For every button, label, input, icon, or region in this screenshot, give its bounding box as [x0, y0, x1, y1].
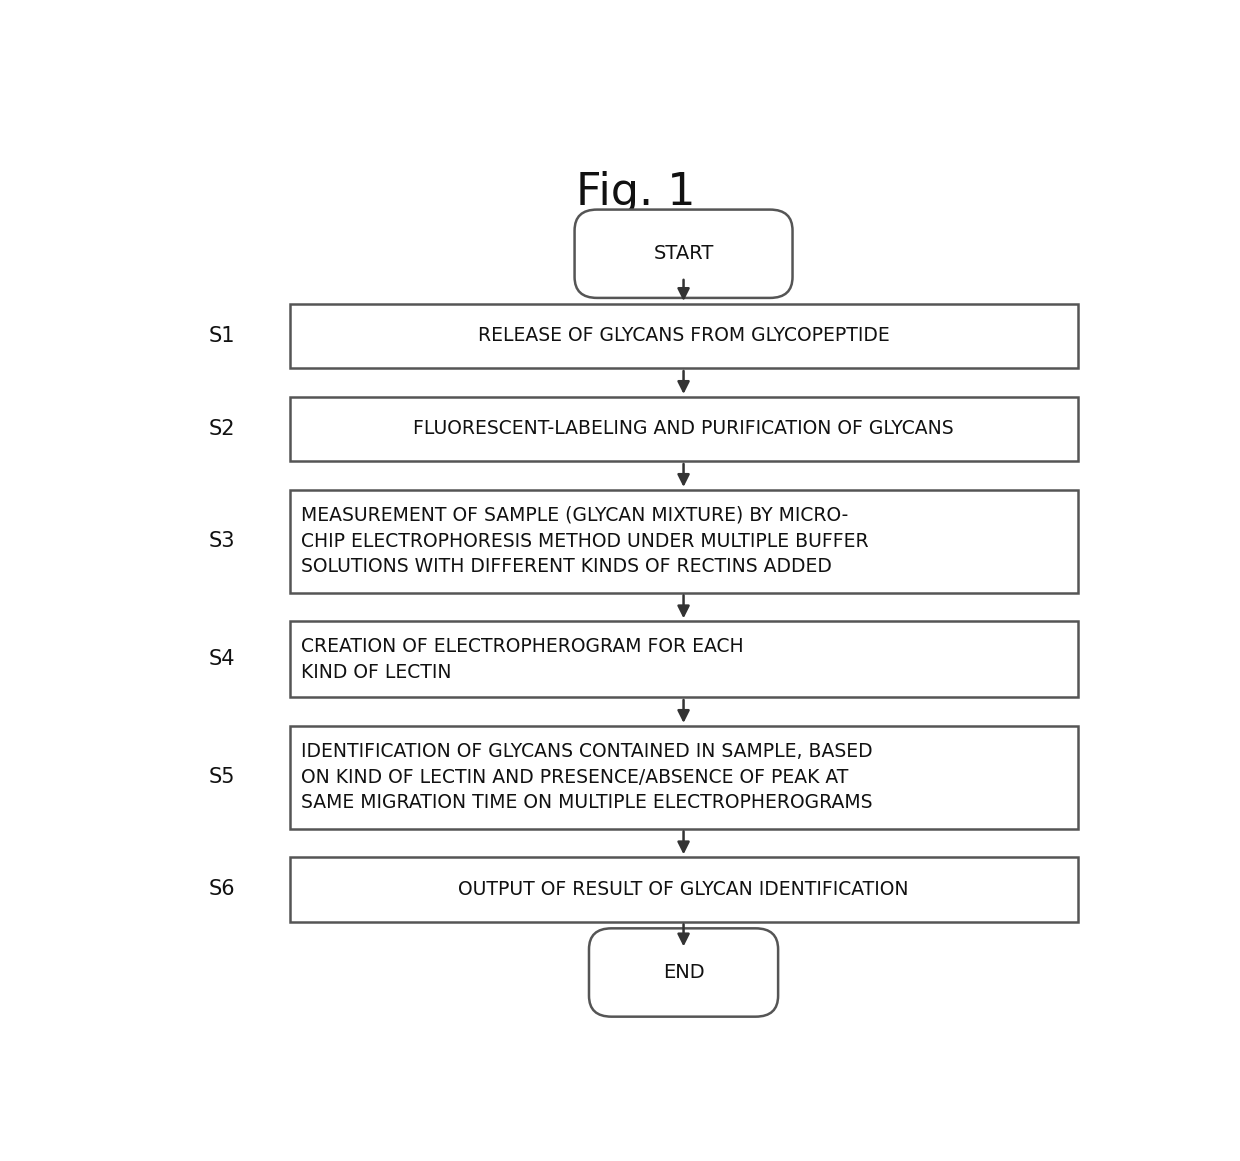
Text: S5: S5 [210, 767, 236, 787]
Text: RELEASE OF GLYCANS FROM GLYCOPEPTIDE: RELEASE OF GLYCANS FROM GLYCOPEPTIDE [477, 326, 889, 346]
Text: Fig. 1: Fig. 1 [575, 171, 696, 214]
Text: FLUORESCENT-LABELING AND PURIFICATION OF GLYCANS: FLUORESCENT-LABELING AND PURIFICATION OF… [413, 419, 954, 439]
Text: IDENTIFICATION OF GLYCANS CONTAINED IN SAMPLE, BASED
ON KIND OF LECTIN AND PRESE: IDENTIFICATION OF GLYCANS CONTAINED IN S… [301, 742, 873, 813]
FancyBboxPatch shape [574, 210, 792, 298]
Text: MEASUREMENT OF SAMPLE (GLYCAN MIXTURE) BY MICRO-
CHIP ELECTROPHORESIS METHOD UND: MEASUREMENT OF SAMPLE (GLYCAN MIXTURE) B… [301, 506, 869, 576]
Text: S3: S3 [210, 532, 236, 551]
Text: START: START [653, 244, 714, 264]
Text: CREATION OF ELECTROPHEROGRAM FOR EACH
KIND OF LECTIN: CREATION OF ELECTROPHEROGRAM FOR EACH KI… [301, 636, 744, 682]
Text: S1: S1 [210, 326, 236, 346]
Text: OUTPUT OF RESULT OF GLYCAN IDENTIFICATION: OUTPUT OF RESULT OF GLYCAN IDENTIFICATIO… [459, 880, 909, 899]
Bar [290, 397, 1078, 461]
Text: S6: S6 [210, 879, 236, 900]
Bar [290, 726, 1078, 829]
FancyBboxPatch shape [589, 929, 779, 1017]
Bar [290, 621, 1078, 697]
Bar [290, 857, 1078, 922]
Text: END: END [662, 962, 704, 982]
Bar [290, 490, 1078, 592]
Bar [290, 304, 1078, 368]
Text: S2: S2 [210, 419, 236, 439]
Text: S4: S4 [210, 649, 236, 669]
